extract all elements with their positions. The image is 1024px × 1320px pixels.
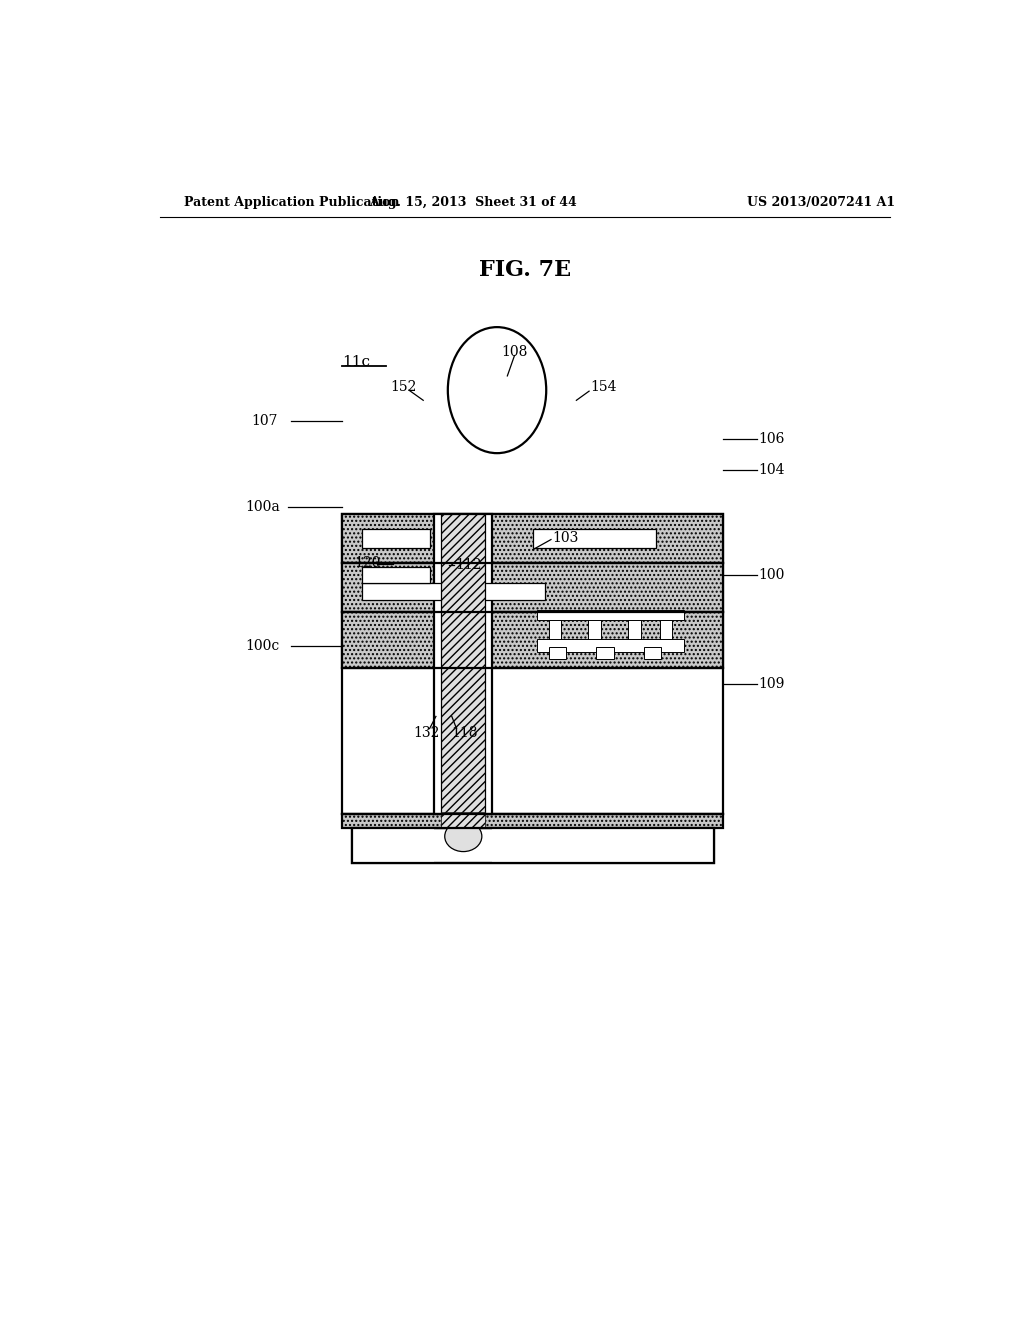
Bar	[342, 515, 723, 562]
Circle shape	[447, 327, 546, 453]
Bar	[362, 529, 430, 548]
Bar	[441, 812, 485, 828]
Bar	[352, 828, 714, 863]
Text: 112: 112	[456, 558, 482, 572]
Bar	[644, 647, 662, 660]
Text: 108: 108	[502, 345, 527, 359]
Bar	[628, 620, 641, 648]
Text: 107: 107	[252, 413, 279, 428]
Text: US 2013/0207241 A1: US 2013/0207241 A1	[748, 195, 895, 209]
Bar	[352, 828, 434, 863]
Bar	[342, 814, 723, 828]
Text: Patent Application Publication: Patent Application Publication	[183, 195, 399, 209]
Text: 118: 118	[452, 726, 478, 739]
Bar	[532, 529, 655, 548]
Text: 100c: 100c	[246, 639, 280, 653]
Bar	[596, 647, 613, 660]
Bar	[549, 647, 566, 660]
Bar	[342, 611, 723, 668]
Bar	[441, 515, 485, 814]
Text: 100: 100	[758, 568, 784, 582]
Bar	[659, 620, 673, 648]
Text: 100a: 100a	[246, 500, 281, 513]
Text: 103: 103	[553, 531, 579, 545]
Bar	[352, 828, 714, 863]
Bar	[362, 583, 545, 599]
Bar	[588, 620, 601, 648]
Text: Aug. 15, 2013  Sheet 31 of 44: Aug. 15, 2013 Sheet 31 of 44	[370, 195, 578, 209]
Ellipse shape	[444, 821, 482, 851]
Bar	[434, 515, 493, 814]
Bar	[342, 515, 723, 814]
Bar	[362, 568, 430, 583]
Bar	[493, 828, 714, 863]
Bar	[342, 562, 723, 611]
Text: FIG. 7E: FIG. 7E	[479, 259, 570, 281]
Bar	[549, 620, 561, 648]
Text: 11c: 11c	[342, 355, 371, 368]
Text: 120: 120	[354, 556, 381, 570]
Bar	[537, 610, 683, 620]
Text: 104: 104	[758, 463, 784, 478]
Text: 109: 109	[758, 677, 784, 690]
Bar	[537, 639, 683, 652]
Text: 152: 152	[390, 380, 417, 395]
Text: 154: 154	[591, 380, 617, 395]
Text: 132: 132	[414, 726, 440, 739]
Text: 106: 106	[758, 432, 784, 446]
